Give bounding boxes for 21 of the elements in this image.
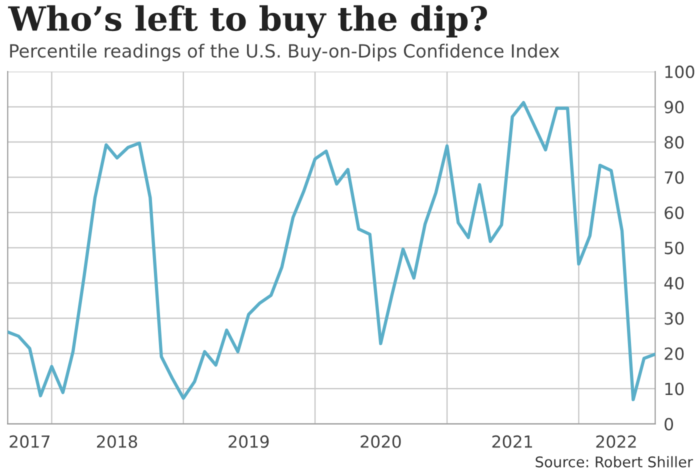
x-tick-label: 2020 — [360, 435, 401, 448]
y-tick-label: 40 — [664, 276, 684, 290]
x-tick-label: 2018 — [97, 435, 138, 448]
y-tick-label: 50 — [664, 242, 684, 254]
y-tick-label: 0 — [664, 418, 674, 430]
y-tick-label: 80 — [664, 136, 684, 149]
x-tick-label: 2017 — [10, 435, 50, 448]
chart-subtitle: Percentile readings of the U.S. Buy-on-Dips Confidence Index — [10, 44, 560, 62]
y-tick-label: 20 — [664, 347, 684, 360]
line-series — [8, 100, 656, 402]
chart-title: Who’s left to buy the dip? — [8, 5, 487, 38]
x-tick-label: 2019 — [228, 435, 269, 448]
y-tick-label: 70 — [664, 171, 684, 184]
x-tick-label: 2022 — [596, 435, 636, 448]
y-tick-label: 30 — [664, 312, 684, 325]
y-tick-label: 60 — [664, 206, 684, 220]
y-tick-label: 90 — [664, 100, 684, 114]
y-tick-label: 10 — [665, 382, 684, 396]
source-note: Source: Robert Shiller — [536, 456, 693, 468]
x-tick-label: 2021 — [492, 435, 532, 448]
y-tick-label: 100 — [665, 66, 694, 78]
